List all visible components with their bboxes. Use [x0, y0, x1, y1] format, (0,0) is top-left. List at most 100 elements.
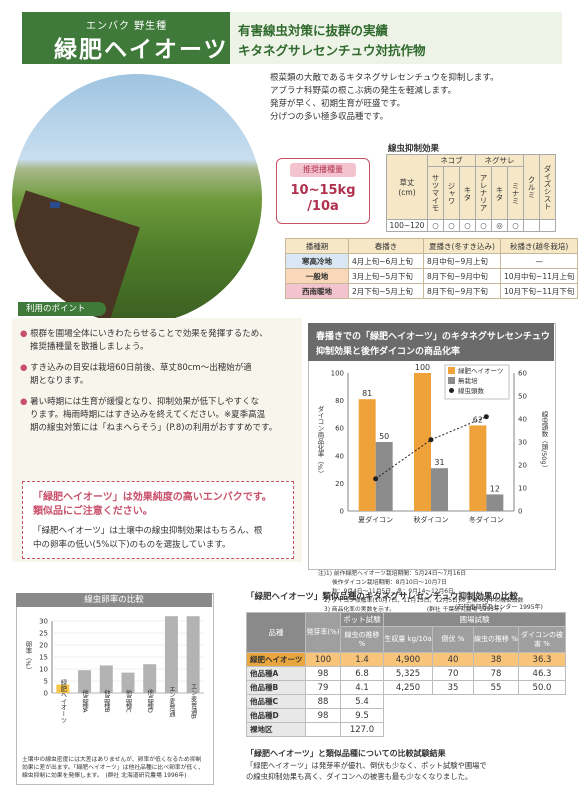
chart1-value-label: 31 [434, 458, 444, 467]
point-line: 推奨播種量を散播しましょう。 [30, 342, 149, 352]
similar-foot-line: の線虫抑制効果も高く、ダイコンへの被害も最も少なくなりました。 [246, 772, 473, 781]
nema-col: キタ [459, 166, 476, 220]
chart1-legend-label: 無栽培 [458, 376, 478, 385]
nema-cell: ○ [507, 219, 524, 232]
sim-cell: 50.0 [518, 680, 566, 695]
sow-cell: 8月下旬~9月中旬 [423, 268, 501, 284]
sow-cell: 4月上旬~6月上旬 [348, 253, 424, 269]
chart1-value-label: 62 [473, 415, 483, 424]
sim-empty [384, 723, 566, 737]
chart1-bar [469, 425, 487, 511]
chart2-bar [99, 665, 113, 693]
tagline-2: キタネグサレセンチュウ対抗作物 [238, 43, 426, 58]
nema-col: サツマイモ [427, 166, 444, 220]
chart1-title-line: 春播きでの「緑肥ヘイオーツ」のキタネグサレセンチュウ [316, 332, 550, 342]
seeding-rate-box: 推奨播種量 10~15kg /10a [276, 158, 370, 224]
sim-row-name: 他品種B [246, 680, 306, 695]
sim-row-name: 裸地区 [246, 722, 306, 737]
photo-tractor [50, 202, 60, 208]
chart2-y-tick: 15 [39, 654, 48, 662]
sim-cell: 98 [305, 708, 341, 723]
chart2-bar [143, 664, 157, 693]
chart1-y2-tick: 10 [518, 485, 527, 493]
chart1-y-tick: 40 [335, 452, 344, 460]
sow-header: 秋播き(越冬栽培) [499, 238, 579, 254]
similar-foot-title: 「緑肥ヘイオーツ」と類似品種についての比較試験結果 [246, 749, 446, 758]
chart2-bar [56, 684, 70, 693]
point-item: ● 暑い時期には生育が緩慢となり、抑制効果が低下しやすくな ります。梅雨時期には… [20, 396, 298, 435]
sim-cell: 38 [473, 652, 519, 667]
chart2-notes: 土壌中の線虫密度には大差はありませんが、卵率が低くなるため抑制 効果に差が出ます… [22, 756, 210, 780]
nema-row-label: 100~120 [386, 219, 428, 232]
header-subtitle: エンバク 野生種 [86, 21, 168, 32]
chart2-svg: 0 5 10 15 20 25 30 卵率（%） 緑肥ヘイオーツ 他品種A 他品種B 他品種C 他品種D… [24, 616, 204, 723]
sim-cell: 4.1 [340, 680, 384, 695]
nema-col: アレナリア [475, 166, 492, 220]
sim-header: 生収量 kg/10a [383, 626, 433, 653]
chart1-line-point [373, 476, 379, 482]
sow-header: 夏播き(冬すき込み) [423, 238, 501, 254]
sow-cell: 2月下旬~5月上旬 [348, 283, 424, 299]
sim-header: ダイコンの被害 % [518, 626, 566, 653]
similar-table-source: (石狩南部普及センター 1995年) [455, 604, 543, 611]
chart1-legend-swatch [448, 377, 455, 384]
sim-row-name: 緑肥ヘイオーツ [246, 652, 306, 667]
chart2-category-label: 緑肥ヘイオーツ [59, 677, 66, 723]
table-row: 裸地区 127.0 [246, 722, 566, 737]
chart2-y-tick: 25 [39, 630, 48, 638]
sim-cell: 4,900 [383, 652, 433, 667]
chart2-bar [78, 670, 92, 693]
point-line: ります。梅雨時期にはすき込みを終えてください。※夏季高温 [30, 410, 266, 420]
chart1-legend-label: 緑肥ヘイオーツ [458, 366, 503, 375]
chart1-line-point [483, 414, 489, 420]
nema-cell: ○ [427, 219, 444, 232]
chart1-note-line: 2) ダイコン収穫率(10月7日、11月15日、12月5日)の土壌50g中の線虫… [324, 598, 524, 604]
intro-text: 根菜類の大敵であるキタネグサレセンチュウを抑制します。 アブラナ科野菜の根こぶ病… [270, 72, 570, 124]
chart1-bar [431, 468, 448, 511]
nema-cell: ◎ [491, 219, 508, 232]
chart1-left-label: ダイコン商品化率（%） [316, 404, 324, 476]
chart2-bar [164, 616, 178, 693]
chart1-y2-tick: 0 [518, 508, 522, 516]
chart1-title: 春播きでの「緑肥ヘイオーツ」のキタネグサレセンチュウ 抑制効果と後作ダイコンの商… [308, 323, 554, 361]
intro-line: 発芽が早く、初期生育が旺盛です。 [270, 99, 406, 109]
chart2-note-line: 線虫抑制に効果を発揮します。 (群社 北海道研究農場 1996年) [22, 773, 187, 779]
nematode-table-title: 線虫抑制効果 [388, 144, 440, 154]
sim-header: 線虫の推移 % [473, 626, 519, 653]
sim-empty [384, 695, 566, 709]
chart1-note-line: 3) 商品化率の実数を示す。 (群社 千葉研究農場 1993年) [324, 607, 502, 613]
chart1-category-label: 秋ダイコン [414, 515, 449, 524]
seeding-rate-amount: 10~15kg [290, 183, 356, 198]
chart1-value-label: 12 [490, 484, 500, 493]
table-row: 緑肥ヘイオーツ 100 1.4 4,900 40 38 36.3 [246, 652, 566, 667]
nema-cell: ○ [475, 219, 492, 232]
nema-cell [539, 219, 556, 232]
chart1-note-line: 注)1) 前作緑肥ヘイオーツ栽培期間：5月24日～7月16日 [318, 571, 467, 577]
callout-title-1: 「緑肥ヘイオーツ」は効果純度の高いエンバクです。 [33, 492, 272, 503]
nema-group-header: ネコブ [427, 154, 476, 167]
sim-cell: 5,325 [383, 666, 433, 681]
chart2-category-label: 他品種C [125, 688, 132, 713]
sow-cell: 10月下旬~11月下旬 [499, 283, 579, 299]
tagline-1: 有害線虫対策に抜群の実績 [238, 23, 389, 38]
chart2-bar [121, 672, 135, 693]
intro-line: 根菜類の大敵であるキタネグサレセンチュウを抑制します。 [270, 73, 499, 83]
point-line: 期の線虫対策には「ねまへらそう」(P.8)の利用がおすすめです。 [30, 423, 278, 433]
sim-cell: 36.3 [518, 652, 566, 667]
sim-row-name: 他品種C [246, 694, 306, 709]
chart1-bar [375, 442, 393, 511]
sow-header: 播種期 [285, 238, 349, 254]
sim-cell: 35 [432, 680, 474, 695]
seeding-rate-unit: /10a [307, 199, 339, 214]
sim-row-name: 他品種D [246, 708, 306, 723]
header-tagline-band: 有害線虫対策に抜群の実績 キタネグサレセンチュウ対抗作物 [230, 12, 562, 64]
intro-line: 分げつの多い極多収品種です。 [270, 112, 389, 122]
chart1-y2-tick: 40 [518, 416, 527, 424]
chart1-notes: 注)1) 前作緑肥ヘイオーツ栽培期間：5月24日～7月16日 後作ダイコン栽培期… [318, 570, 568, 615]
chart2-note-line: 土壌中の線虫密度には大差はありませんが、卵率が低くなるため抑制 [22, 757, 202, 763]
sim-cell: 40 [432, 652, 474, 667]
chart2-category-label: 他品種B [103, 688, 110, 713]
table-row: 他品種C 88 5.4 [246, 694, 566, 709]
nema-group-header: ネグサレ [475, 154, 524, 167]
chart1-legend-box [444, 364, 510, 400]
